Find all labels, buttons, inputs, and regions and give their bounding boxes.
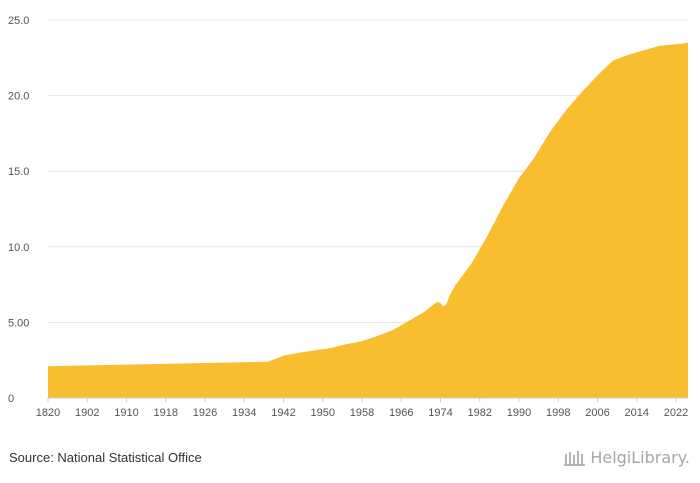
x-tick-label: 1902 — [75, 407, 99, 419]
y-tick-label: 5.00 — [8, 317, 29, 329]
x-tick-label: 1934 — [232, 407, 256, 419]
library-icon — [564, 450, 586, 466]
x-tick-label: 1910 — [114, 407, 138, 419]
x-tick-label: 1990 — [507, 407, 531, 419]
x-tick-label: 1950 — [311, 407, 335, 419]
area-series — [48, 42, 688, 398]
x-tick-label: 1982 — [468, 407, 492, 419]
x-tick-label: 1974 — [428, 407, 452, 419]
x-tick-label: 1942 — [271, 407, 295, 419]
x-tick-label: 2022 — [664, 407, 688, 419]
logo-text: HelgiLibrary. — [590, 448, 690, 467]
x-tick-label: 1966 — [389, 407, 413, 419]
x-tick-label: 1820 — [36, 407, 60, 419]
x-tick-label: 1918 — [154, 407, 178, 419]
helgi-library-logo[interactable]: HelgiLibrary. — [564, 448, 690, 467]
y-tick-label: 0 — [8, 393, 14, 405]
area-fill — [48, 42, 688, 398]
y-tick-label: 10.0 — [8, 242, 29, 254]
x-tick-label: 2014 — [625, 407, 649, 419]
area-chart: 1820 1902 1910 1918 1926 1934 1942 1950 1958 1966… — [8, 15, 688, 419]
x-tick-label: 1998 — [546, 407, 570, 419]
source-note: Source: National Statistical Office — [9, 450, 202, 465]
x-axis: 1820 1902 1910 1918 1926 1934 1942 1950 1958 1966… — [36, 397, 688, 419]
x-tick-label: 2006 — [585, 407, 609, 419]
x-tick-label: 1958 — [350, 407, 374, 419]
y-tick-label: 15.0 — [8, 166, 29, 178]
y-tick-label: 20.0 — [8, 91, 29, 103]
y-axis: 0 5.00 10.0 15.0 20.0 25.0 — [8, 15, 29, 405]
x-tick-label: 1926 — [193, 407, 217, 419]
y-tick-label: 25.0 — [8, 15, 29, 27]
